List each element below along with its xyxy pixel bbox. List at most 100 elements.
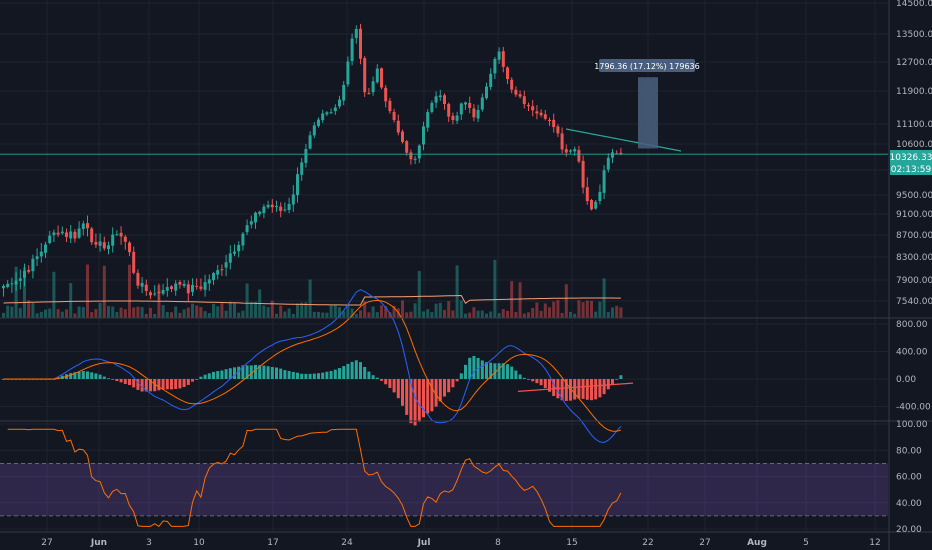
volume-bar <box>539 310 543 318</box>
candle-body <box>73 231 77 239</box>
candle-body <box>430 102 434 112</box>
volume-bar <box>468 312 472 318</box>
candle-body <box>233 251 236 254</box>
volume-bar <box>56 309 60 318</box>
macd-histogram-bar <box>590 379 593 401</box>
volume-bar <box>161 305 165 318</box>
price-tick-label: 8300.00 <box>896 253 932 263</box>
rsi-band <box>0 463 888 516</box>
rsi-tick-label: 20.00 <box>896 525 922 535</box>
volume-bar <box>228 301 232 318</box>
volume-bar <box>485 313 488 318</box>
volume-bar <box>241 310 245 318</box>
volume-bar <box>136 306 140 318</box>
macd-histogram-bar <box>195 379 199 380</box>
macd-histogram-bar <box>102 376 106 379</box>
candle-body <box>518 94 522 97</box>
candle-body <box>392 111 396 121</box>
price-tick-label: 9100.00 <box>896 210 932 220</box>
macd-histogram-bar <box>543 379 547 389</box>
volume-bar <box>417 271 421 318</box>
candle-body <box>552 119 556 128</box>
macd-histogram-bar <box>233 367 236 379</box>
candle-body <box>275 206 278 208</box>
candle-body <box>422 126 425 145</box>
volume-bar <box>199 307 203 318</box>
time-tick-label: 3 <box>146 538 152 548</box>
macd-histogram-bar <box>191 379 194 382</box>
macd-histogram-bar <box>312 373 316 379</box>
macd-histogram-bar <box>212 371 215 379</box>
candle-body <box>590 200 593 210</box>
volume-bar <box>94 309 98 318</box>
volume-bar <box>304 302 308 318</box>
volume-bar <box>86 264 89 318</box>
volume-bar <box>405 312 409 318</box>
macd-histogram-bar <box>111 378 115 380</box>
price-tick-label: 12700.00 <box>896 58 932 68</box>
volume-bar <box>191 303 194 318</box>
candle-body <box>291 194 295 205</box>
macd-histogram-bar <box>573 379 577 400</box>
volume-bar <box>480 310 484 318</box>
macd-histogram-bar <box>615 378 619 380</box>
time-axis-ticks[interactable]: 27 Jun 3 10 17 24 Jul 8 15 22 27 Aug 5 12 <box>41 538 880 548</box>
macd-histogram-bar <box>140 379 144 392</box>
volume-bar <box>518 282 522 318</box>
measure-box[interactable] <box>638 77 658 149</box>
price-tick-label: 10600.00 <box>896 140 932 150</box>
candle-body <box>573 149 577 152</box>
macd-axis-ticks[interactable]: 800.00 400.00 0.00 -400.00 <box>896 320 931 413</box>
candle-body <box>107 245 110 249</box>
volume-bar <box>363 301 367 318</box>
volume-bar <box>275 313 278 318</box>
candle-body <box>228 253 232 263</box>
volume-bar <box>102 265 106 318</box>
volume-bar <box>329 305 333 318</box>
macd-histogram-bar <box>136 379 140 390</box>
macd-histogram-bar <box>611 379 614 384</box>
time-tick-label: 27 <box>41 538 52 548</box>
volume-bar <box>438 302 442 318</box>
macd-histogram-bar <box>606 379 610 390</box>
volume-bar <box>317 311 320 318</box>
price-tick-label: 11900.00 <box>896 87 932 97</box>
volume-bar <box>350 308 354 318</box>
macd-histogram-bar <box>598 379 602 398</box>
candle-body <box>409 152 413 160</box>
volume-bar <box>531 307 535 318</box>
candle-body <box>606 157 610 170</box>
candle-body <box>10 283 14 285</box>
volume-bar <box>464 313 467 318</box>
volume-bar <box>178 312 182 318</box>
macd-histogram-bar <box>245 365 249 379</box>
volume-bar <box>401 300 404 318</box>
volume-bar <box>170 312 173 318</box>
candle-body <box>111 234 115 246</box>
candle-body <box>174 283 178 291</box>
volume-bar <box>501 309 505 318</box>
candle-body <box>535 111 539 114</box>
candle-body <box>602 170 606 193</box>
rsi-axis-ticks[interactable]: 100.00 80.00 60.00 40.00 20.00 <box>896 420 928 535</box>
macd-histogram-bar <box>291 371 295 379</box>
macd-histogram-bar <box>98 374 102 379</box>
candle-body <box>514 89 518 95</box>
macd-histogram-bar <box>161 379 165 390</box>
candle-body <box>426 112 430 128</box>
volume-bars <box>2 259 623 318</box>
candle-body <box>560 133 564 150</box>
macd-divergence-line[interactable] <box>517 382 634 393</box>
trendline[interactable] <box>565 128 682 152</box>
candle-body <box>522 96 526 105</box>
macd-histogram-bar <box>224 369 228 379</box>
macd-histogram-bar <box>480 360 484 379</box>
volume-bar <box>44 309 47 318</box>
volume-bar <box>522 313 526 318</box>
volume-bar <box>216 306 220 318</box>
volume-bar <box>451 310 455 318</box>
volume-bar <box>115 312 119 318</box>
candle-body <box>396 120 400 133</box>
volume-bar <box>60 311 64 318</box>
rsi-line <box>7 428 622 528</box>
